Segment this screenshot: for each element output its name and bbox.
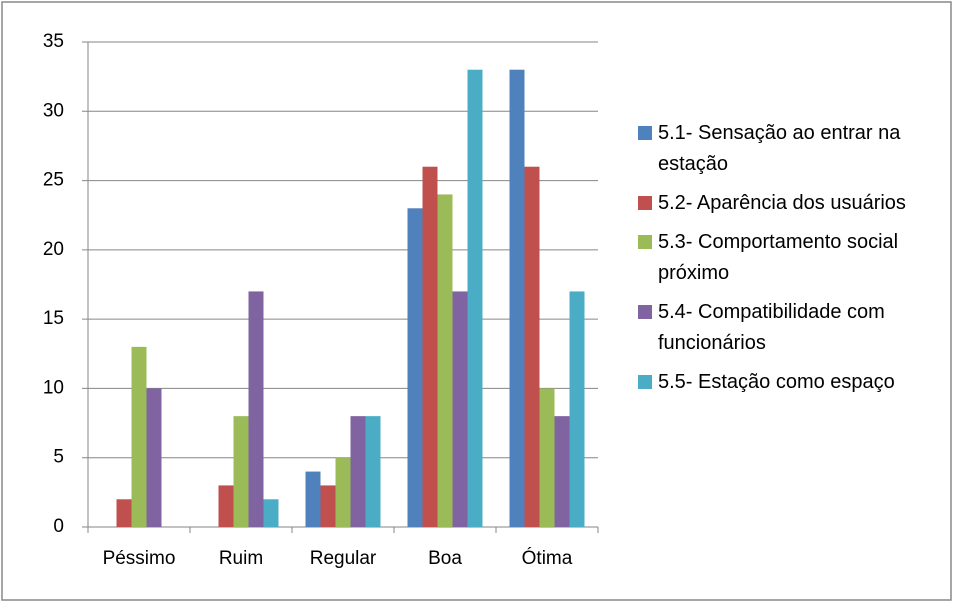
y-tick-label: 15 <box>43 308 64 329</box>
legend-swatch <box>638 375 652 389</box>
x-tick-label: Regular <box>310 548 377 569</box>
legend-swatch <box>638 126 652 140</box>
bar <box>350 416 366 527</box>
bar <box>437 194 453 527</box>
x-tick-label: Boa <box>428 548 462 569</box>
bar <box>116 499 132 527</box>
y-tick-label: 20 <box>43 239 64 260</box>
bar <box>131 346 147 527</box>
y-tick-label: 0 <box>53 516 64 537</box>
x-tick-label: Ruim <box>219 548 263 569</box>
bar <box>452 291 468 527</box>
y-tick-label: 30 <box>43 100 64 121</box>
legend: 5.1- Sensação ao entrar na estação 5.2- A… <box>638 118 938 406</box>
bar <box>467 69 483 527</box>
x-tick-label: Ótima <box>522 547 573 569</box>
legend-item: 5.2- Aparência dos usuários <box>638 188 938 219</box>
legend-swatch <box>638 235 652 249</box>
y-tick-label: 35 <box>43 31 64 52</box>
legend-label: 5.1- Sensação ao entrar na estação <box>658 122 901 175</box>
y-tick-label: 25 <box>43 170 64 191</box>
bar <box>365 416 381 527</box>
legend-label: 5.5- Estação como espaço <box>658 371 895 393</box>
bar <box>509 69 525 527</box>
bar <box>335 457 351 527</box>
legend-item: 5.3- Comportamento social próximo <box>638 227 938 289</box>
bar <box>569 291 585 527</box>
bar <box>407 208 423 528</box>
bar <box>524 166 540 527</box>
bar <box>320 485 336 527</box>
legend-swatch <box>638 305 652 319</box>
bar <box>422 166 438 527</box>
bar <box>263 499 279 527</box>
bar <box>218 485 234 527</box>
legend-label: 5.2- Aparência dos usuários <box>658 192 906 214</box>
y-tick-label: 10 <box>43 377 64 398</box>
bar <box>305 471 321 527</box>
bar <box>554 416 570 527</box>
bar <box>233 416 249 527</box>
legend-swatch <box>638 196 652 210</box>
y-tick-label: 5 <box>53 447 64 468</box>
legend-item: 5.4- Compatibilidade com funcionários <box>638 297 938 359</box>
bar <box>146 388 162 527</box>
legend-label: 5.4- Compatibilidade com funcionários <box>658 301 885 354</box>
legend-label: 5.3- Comportamento social próximo <box>658 231 899 284</box>
legend-item: 5.1- Sensação ao entrar na estação <box>638 118 938 180</box>
bar <box>248 291 264 527</box>
legend-item: 5.5- Estação como espaço <box>638 367 938 398</box>
bar <box>539 388 555 527</box>
x-tick-label: Péssimo <box>103 548 176 569</box>
